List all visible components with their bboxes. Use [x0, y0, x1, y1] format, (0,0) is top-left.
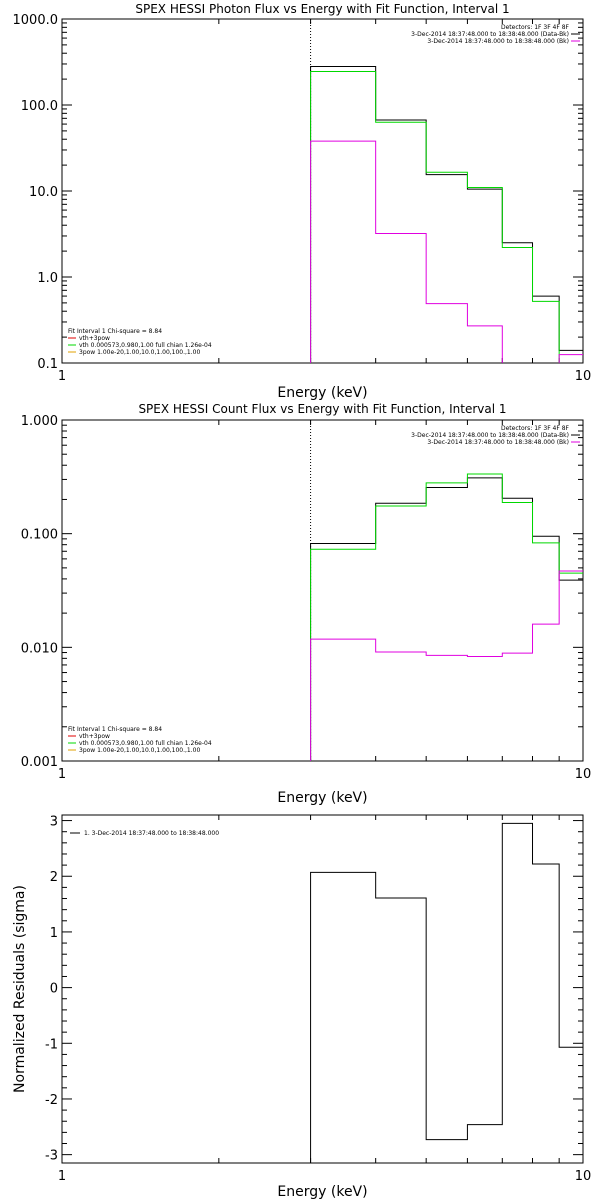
series-1-line [310, 477, 583, 761]
y-tick-label: 0.100 [21, 528, 58, 543]
series-1-line [310, 822, 583, 1163]
y-tick-label: 1000.0 [13, 13, 59, 28]
series-3-line [310, 570, 583, 761]
x-axis-label: Energy (keV) [277, 790, 367, 806]
series-group [310, 66, 583, 363]
info-line: 3-Dec-2014 18:37:48.000 to 18:38:48.000 … [427, 439, 569, 446]
x-tick-label: 10 [575, 369, 592, 384]
x-axis-label: Energy (keV) [277, 385, 367, 401]
y-axis-label: Normalized Residuals (sigma) [12, 885, 28, 1093]
info-line: Detectors: 1F 3F 4F 8F [501, 24, 570, 31]
fit-legend-line: vth 0.000573,0.980,1.00 full chian 1.26e… [79, 342, 212, 349]
series-2-line [310, 71, 560, 363]
fit-legend-line: 3pow 1.00e-20,1.00,10.0,1.00,100.,1.00 [79, 747, 200, 754]
y-tick-label: 1 [50, 926, 58, 941]
y-tick-label: 2 [50, 870, 58, 885]
y-tick-label: -3 [45, 1149, 58, 1164]
legend-entry: 1. 3-Dec-2014 18:37:48.000 to 18:38:48.0… [84, 830, 219, 837]
fit-legend-line: vth 0.000573,0.980,1.00 full chian 1.26e… [79, 740, 212, 747]
x-axis-label: Energy (keV) [277, 1184, 367, 1200]
y-tick-label: 10.0 [29, 185, 58, 200]
x-tick-label: 10 [575, 767, 592, 782]
plot-frame [61, 419, 584, 762]
y-tick-label: 3 [50, 815, 58, 830]
panel-2: SPEX HESSI Count Flux vs Energy with Fit… [21, 402, 591, 806]
y-tick-label: 0.010 [21, 641, 58, 656]
panel-3: Energy (keV) Normalized Residuals (sigma)… [12, 814, 592, 1200]
panel-1: SPEX HESSI Photon Flux vs Energy with Fi… [13, 2, 592, 401]
series-group [310, 822, 583, 1163]
chart-title: SPEX HESSI Photon Flux vs Energy with Fi… [135, 2, 509, 16]
plot-frame [61, 814, 584, 1164]
fit-legend-line: vth+3pow [79, 733, 110, 740]
info-line: Detectors: 1F 3F 4F 8F [501, 425, 570, 432]
fit-legend-line: Fit Interval 1 Chi-square = 8.84 [68, 328, 162, 335]
series-1-line [310, 66, 583, 363]
series-2-line [310, 473, 583, 761]
y-tick-label: 1.0 [37, 271, 58, 286]
fit-legend-line: 3pow 1.00e-20,1.00,10.0,1.00,100.,1.00 [79, 349, 200, 356]
y-tick-label: 0 [50, 982, 58, 997]
y-tick-label: 100.0 [21, 99, 58, 114]
info-line: 3-Dec-2014 18:37:48.000 to 18:38:48.000 … [427, 38, 569, 45]
x-tick-label: 1 [58, 1169, 66, 1184]
info-line: 3-Dec-2014 18:37:48.000 to 18:38:48.000 … [411, 432, 569, 439]
x-tick-label: 1 [58, 369, 66, 384]
y-tick-label: 1.000 [21, 414, 58, 429]
y-tick-label: 0.001 [21, 755, 58, 770]
y-tick-label: -1 [45, 1037, 58, 1052]
plot-frame [61, 18, 584, 364]
chart-title: SPEX HESSI Count Flux vs Energy with Fit… [138, 402, 506, 416]
series-3-line [310, 140, 583, 363]
info-line: 3-Dec-2014 18:37:48.000 to 18:38:48.000 … [411, 31, 569, 38]
y-tick-label: 0.1 [37, 357, 58, 372]
fit-legend-line: vth+3pow [79, 335, 110, 342]
fit-legend-line: Fit Interval 1 Chi-square = 8.84 [68, 726, 162, 733]
series-group [310, 473, 583, 761]
x-tick-label: 1 [58, 767, 66, 782]
x-tick-label: 10 [575, 1169, 592, 1184]
y-tick-label: -2 [45, 1093, 58, 1108]
